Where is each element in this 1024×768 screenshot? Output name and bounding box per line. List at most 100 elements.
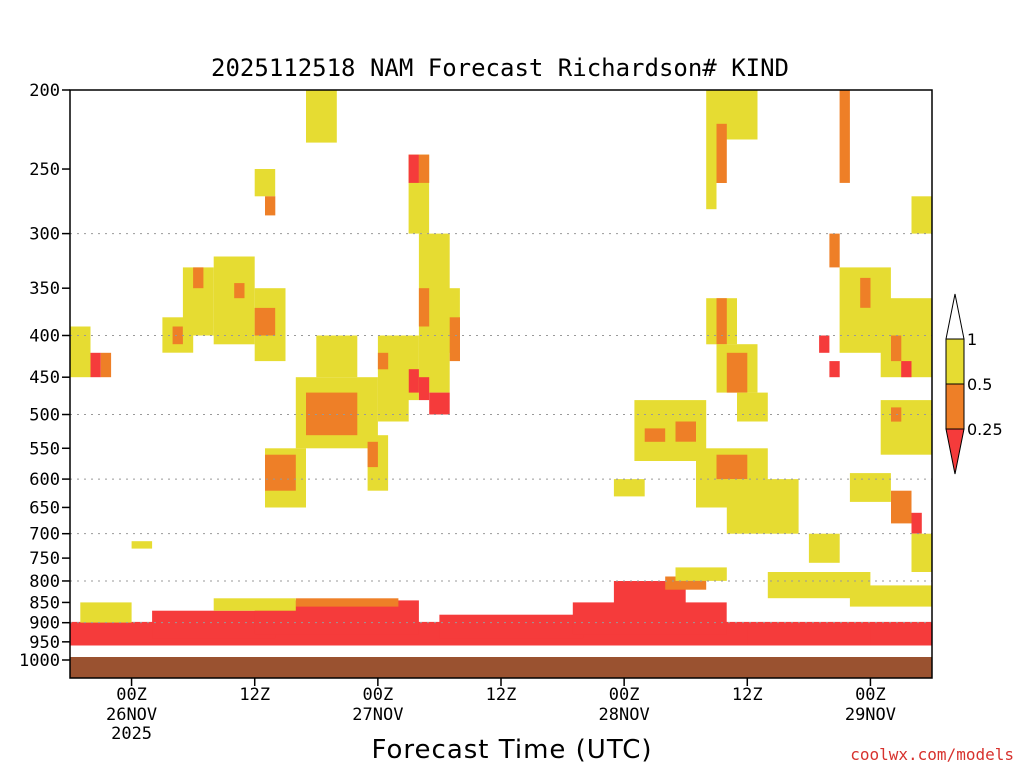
ri-region-75 (849, 473, 891, 502)
ri-region-16 (254, 169, 276, 197)
ri-region-79 (808, 533, 840, 563)
ri-region-57 (716, 298, 727, 345)
ri-region-9 (80, 602, 132, 623)
y-tick-label-950: 950 (29, 633, 60, 653)
x-tick-label-5: 12Z (732, 685, 763, 705)
ri-region-47 (377, 335, 409, 422)
ri-region-40 (418, 288, 430, 327)
ri-region-3 (295, 598, 399, 607)
y-tick-label-250: 250 (29, 160, 60, 180)
ri-region-35 (316, 335, 358, 378)
ri-region-54 (716, 454, 748, 480)
x-tick-label-1: 12Z (239, 685, 270, 705)
ri-region-73 (880, 400, 932, 455)
ri-region-77 (911, 512, 922, 534)
x-tick-date-6: 29NOV (845, 705, 896, 725)
ri-region-69 (911, 196, 932, 234)
ri-region-18 (213, 256, 255, 345)
y-axis: 200 250 300 350 400 450 500 550 600 650 700 750 8008… (19, 81, 70, 671)
ri-region-59 (726, 352, 748, 393)
x-tick-date-0: 26NOV (106, 705, 157, 725)
y-tick-label-300: 300 (29, 225, 60, 245)
ri-region-32 (265, 454, 296, 491)
ri-region-52 (613, 479, 645, 497)
y-tick-label-850: 850 (29, 593, 60, 613)
ri-region-44 (408, 369, 419, 393)
x-tick-date-2: 27NOV (352, 705, 403, 725)
legend-swatch-low (945, 428, 965, 475)
ri-region-12 (849, 585, 932, 607)
ri-region-68 (901, 361, 912, 378)
ri-region-46 (418, 377, 430, 401)
legend-swatch-mid (945, 383, 965, 430)
x-tick-year-0: 2025 (111, 724, 152, 744)
legend-swatch-high (945, 338, 965, 385)
ri-region-51 (675, 421, 696, 442)
y-tick-label-800: 800 (29, 572, 60, 592)
ri-region-21 (172, 326, 183, 345)
credit-text: coolwx.com/models (850, 745, 1014, 764)
ground-layer (70, 657, 932, 678)
ri-region-10 (213, 598, 296, 611)
x-axis-title: Forecast Time (UTC) (371, 735, 652, 765)
ri-region-26 (70, 326, 91, 378)
ri-region-13 (675, 567, 727, 581)
y-tick-label-350: 350 (29, 279, 60, 299)
x-tick-label-0: 00Z (116, 685, 147, 705)
ri-region-25 (254, 307, 276, 336)
legend-swatch-top (945, 293, 965, 340)
ri-region-4 (439, 614, 584, 639)
ri-region-67 (891, 335, 902, 362)
ri-region-15 (306, 90, 337, 143)
ri-region-5 (572, 602, 727, 635)
ri-region-65 (860, 277, 871, 308)
x-tick-label-4: 00Z (609, 685, 640, 705)
color-legend: 0.25 0.5 1 (945, 293, 1003, 475)
y-tick-label-450: 450 (29, 368, 60, 388)
ri-region-76 (891, 490, 912, 524)
ri-region-27 (90, 352, 101, 378)
x-tick-label-6: 00Z (855, 685, 886, 705)
ri-region-17 (265, 196, 276, 216)
ri-region-28 (100, 352, 112, 378)
ri-region-38 (418, 154, 430, 183)
y-tick-label-750: 750 (29, 549, 60, 569)
ri-region-37 (408, 154, 419, 183)
ri-region-80 (839, 90, 850, 183)
legend-label-0: 0.25 (967, 420, 1003, 439)
y-tick-label-700: 700 (29, 525, 60, 545)
x-tick-label-2: 00Z (362, 685, 393, 705)
ri-region-70 (829, 233, 840, 268)
ri-region-42 (449, 317, 460, 362)
plot-area (69, 89, 933, 679)
chart-title: 2025112518 NAM Forecast Richardson# KIND (211, 54, 789, 82)
ri-region-61 (706, 90, 758, 140)
y-tick-label-550: 550 (29, 439, 60, 459)
ri-region-30 (306, 392, 358, 436)
y-tick-label-1000: 1000 (19, 651, 60, 671)
ri-region-50 (644, 428, 666, 442)
ri-region-23 (193, 267, 204, 289)
ri-region-62 (716, 123, 727, 183)
x-tick-label-3: 12Z (486, 685, 517, 705)
y-tick-label-500: 500 (29, 406, 60, 426)
ri-region-34 (367, 441, 378, 468)
ri-region-8 (747, 626, 871, 646)
legend-label-2: 1 (967, 330, 977, 349)
ri-region-71 (819, 335, 830, 353)
ri-region-45 (429, 392, 450, 415)
ri-region-1 (152, 610, 276, 639)
ri-region-78 (911, 533, 932, 572)
ri-region-63 (706, 139, 717, 210)
richardson-regions (70, 90, 932, 646)
ri-region-48 (377, 352, 389, 370)
ri-region-19 (234, 283, 245, 299)
y-tick-label-900: 900 (29, 614, 60, 634)
ri-region-60 (737, 392, 768, 422)
ri-region-55 (726, 479, 799, 534)
ri-region-72 (829, 361, 840, 378)
y-tick-label-400: 400 (29, 326, 60, 346)
y-tick-label-600: 600 (29, 470, 60, 490)
